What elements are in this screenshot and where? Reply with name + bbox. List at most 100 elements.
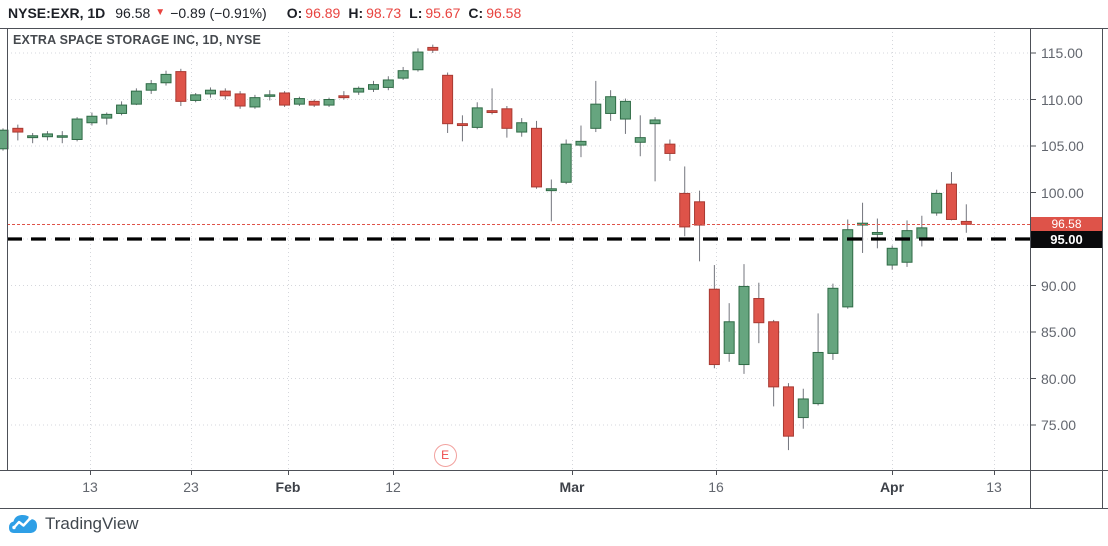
candle-body-up — [471, 107, 483, 128]
tradingview-logo[interactable]: TradingView — [8, 513, 139, 534]
candle-body-down — [456, 123, 468, 127]
time-tick-label: 12 — [385, 479, 401, 495]
time-tick-label: Apr — [879, 479, 905, 495]
candle-body-up — [412, 51, 424, 71]
candle-body-up — [871, 231, 883, 235]
candle-body-up — [605, 96, 617, 114]
last-price: 96.58 — [115, 5, 151, 21]
candle-body-up — [649, 119, 661, 125]
candle-body-down — [442, 74, 454, 125]
candle-body-down — [768, 321, 780, 388]
candle-body-down — [427, 46, 439, 51]
candle-body-up — [86, 115, 98, 124]
candle-body-up — [901, 230, 913, 263]
price-tick-label: 90.00 — [1041, 277, 1077, 294]
candle-body-up — [293, 98, 305, 105]
close-label: C: — [468, 5, 484, 21]
candle-body-up — [41, 133, 53, 138]
candle-body-up — [101, 113, 113, 119]
candle-body-up — [116, 104, 128, 114]
price-tick-label: 100.00 — [1041, 184, 1084, 201]
low-value: 95.67 — [425, 5, 461, 21]
chart-legend[interactable]: EXTRA SPACE STORAGE INC, 1D, NYSE — [13, 33, 262, 47]
candle-body-down — [486, 110, 498, 114]
time-tick-label: 16 — [708, 479, 724, 495]
candle-body-down — [279, 92, 291, 106]
candle-body-up — [842, 229, 854, 308]
price-tick-label: 110.00 — [1041, 91, 1083, 108]
candle-body-up — [886, 247, 898, 266]
close-value: 96.58 — [486, 5, 522, 21]
candle-body-down — [960, 220, 972, 225]
candle-body-up — [723, 321, 735, 354]
symbol-header: NYSE:EXR, 1D 96.58 ▼ −0.89 (−0.91%) O: 9… — [8, 0, 521, 26]
candle-body-up — [368, 84, 379, 90]
candle-body-up — [931, 192, 943, 214]
candle-body-up — [634, 137, 646, 143]
candle-body-down — [338, 95, 350, 99]
level-price-badge: 95.00 — [1031, 231, 1102, 248]
tradingview-logo-text: TradingView — [45, 513, 139, 533]
candle-body-up — [812, 351, 824, 405]
price-tick-label: 85.00 — [1041, 324, 1077, 340]
candle-body-up — [130, 90, 142, 105]
candle-body-up — [827, 287, 839, 354]
candle-body-down — [782, 386, 794, 437]
candle-body-up — [323, 99, 335, 106]
earnings-marker[interactable]: E — [433, 444, 457, 467]
candle-body-down — [501, 108, 513, 129]
high-value: 98.73 — [366, 5, 402, 21]
candle-body-up — [145, 83, 157, 91]
candle-body-up — [916, 227, 928, 239]
candle-body-up — [797, 398, 809, 419]
candle-body-down — [12, 127, 24, 133]
candle-body-up — [545, 188, 557, 192]
candle-body-down — [753, 298, 765, 324]
candle-body-up — [590, 103, 602, 129]
candle-body-up — [0, 129, 9, 150]
candle-body-up — [204, 89, 216, 95]
symbol-title: NYSE:EXR, 1D — [8, 5, 106, 21]
open-value: 96.89 — [305, 5, 341, 21]
candle-body-up — [249, 97, 261, 108]
candle-body-up — [397, 70, 409, 79]
candle-body-up — [619, 100, 631, 120]
candle-body-down — [234, 93, 246, 107]
time-tick-label: Feb — [275, 479, 301, 495]
last-price-badge: 96.58 — [1031, 217, 1102, 232]
time-tick-label: 13 — [82, 479, 98, 495]
candle-body-down — [175, 71, 187, 102]
candle-body-down — [219, 90, 231, 97]
candle-body-down — [531, 127, 543, 188]
candle-body-up — [56, 135, 68, 138]
low-label: L: — [409, 5, 423, 21]
price-tick-label: 80.00 — [1041, 370, 1077, 387]
price-tick-label: 75.00 — [1041, 417, 1077, 433]
candle-body-up — [738, 285, 750, 366]
price-tick-label: 105.00 — [1041, 138, 1084, 154]
time-tick-label: Mar — [559, 479, 585, 495]
candle-body-down — [308, 100, 320, 106]
time-tick-label: 23 — [183, 479, 199, 495]
candle-body-down — [679, 192, 691, 228]
candle-body-down — [708, 288, 720, 366]
price-tick-label: 115.00 — [1041, 45, 1083, 61]
candle-body-up — [264, 94, 276, 97]
candle-body-down — [694, 201, 706, 226]
candle-body-up — [353, 87, 365, 93]
high-label: H: — [348, 5, 364, 21]
candle-body-down — [945, 183, 957, 220]
price-change: −0.89 (−0.91%) — [170, 5, 267, 21]
candle-body-up — [27, 135, 39, 139]
candle-body-up — [382, 79, 394, 88]
candle-body-up — [516, 122, 528, 133]
candle-body-up — [71, 118, 83, 140]
time-tick-label: 13 — [986, 479, 1002, 495]
open-label: O: — [286, 5, 303, 21]
candle-body-up — [560, 143, 572, 183]
tradingview-cloud-icon — [9, 514, 37, 533]
down-arrow-icon: ▼ — [155, 7, 166, 18]
candle-body-down — [664, 143, 676, 154]
